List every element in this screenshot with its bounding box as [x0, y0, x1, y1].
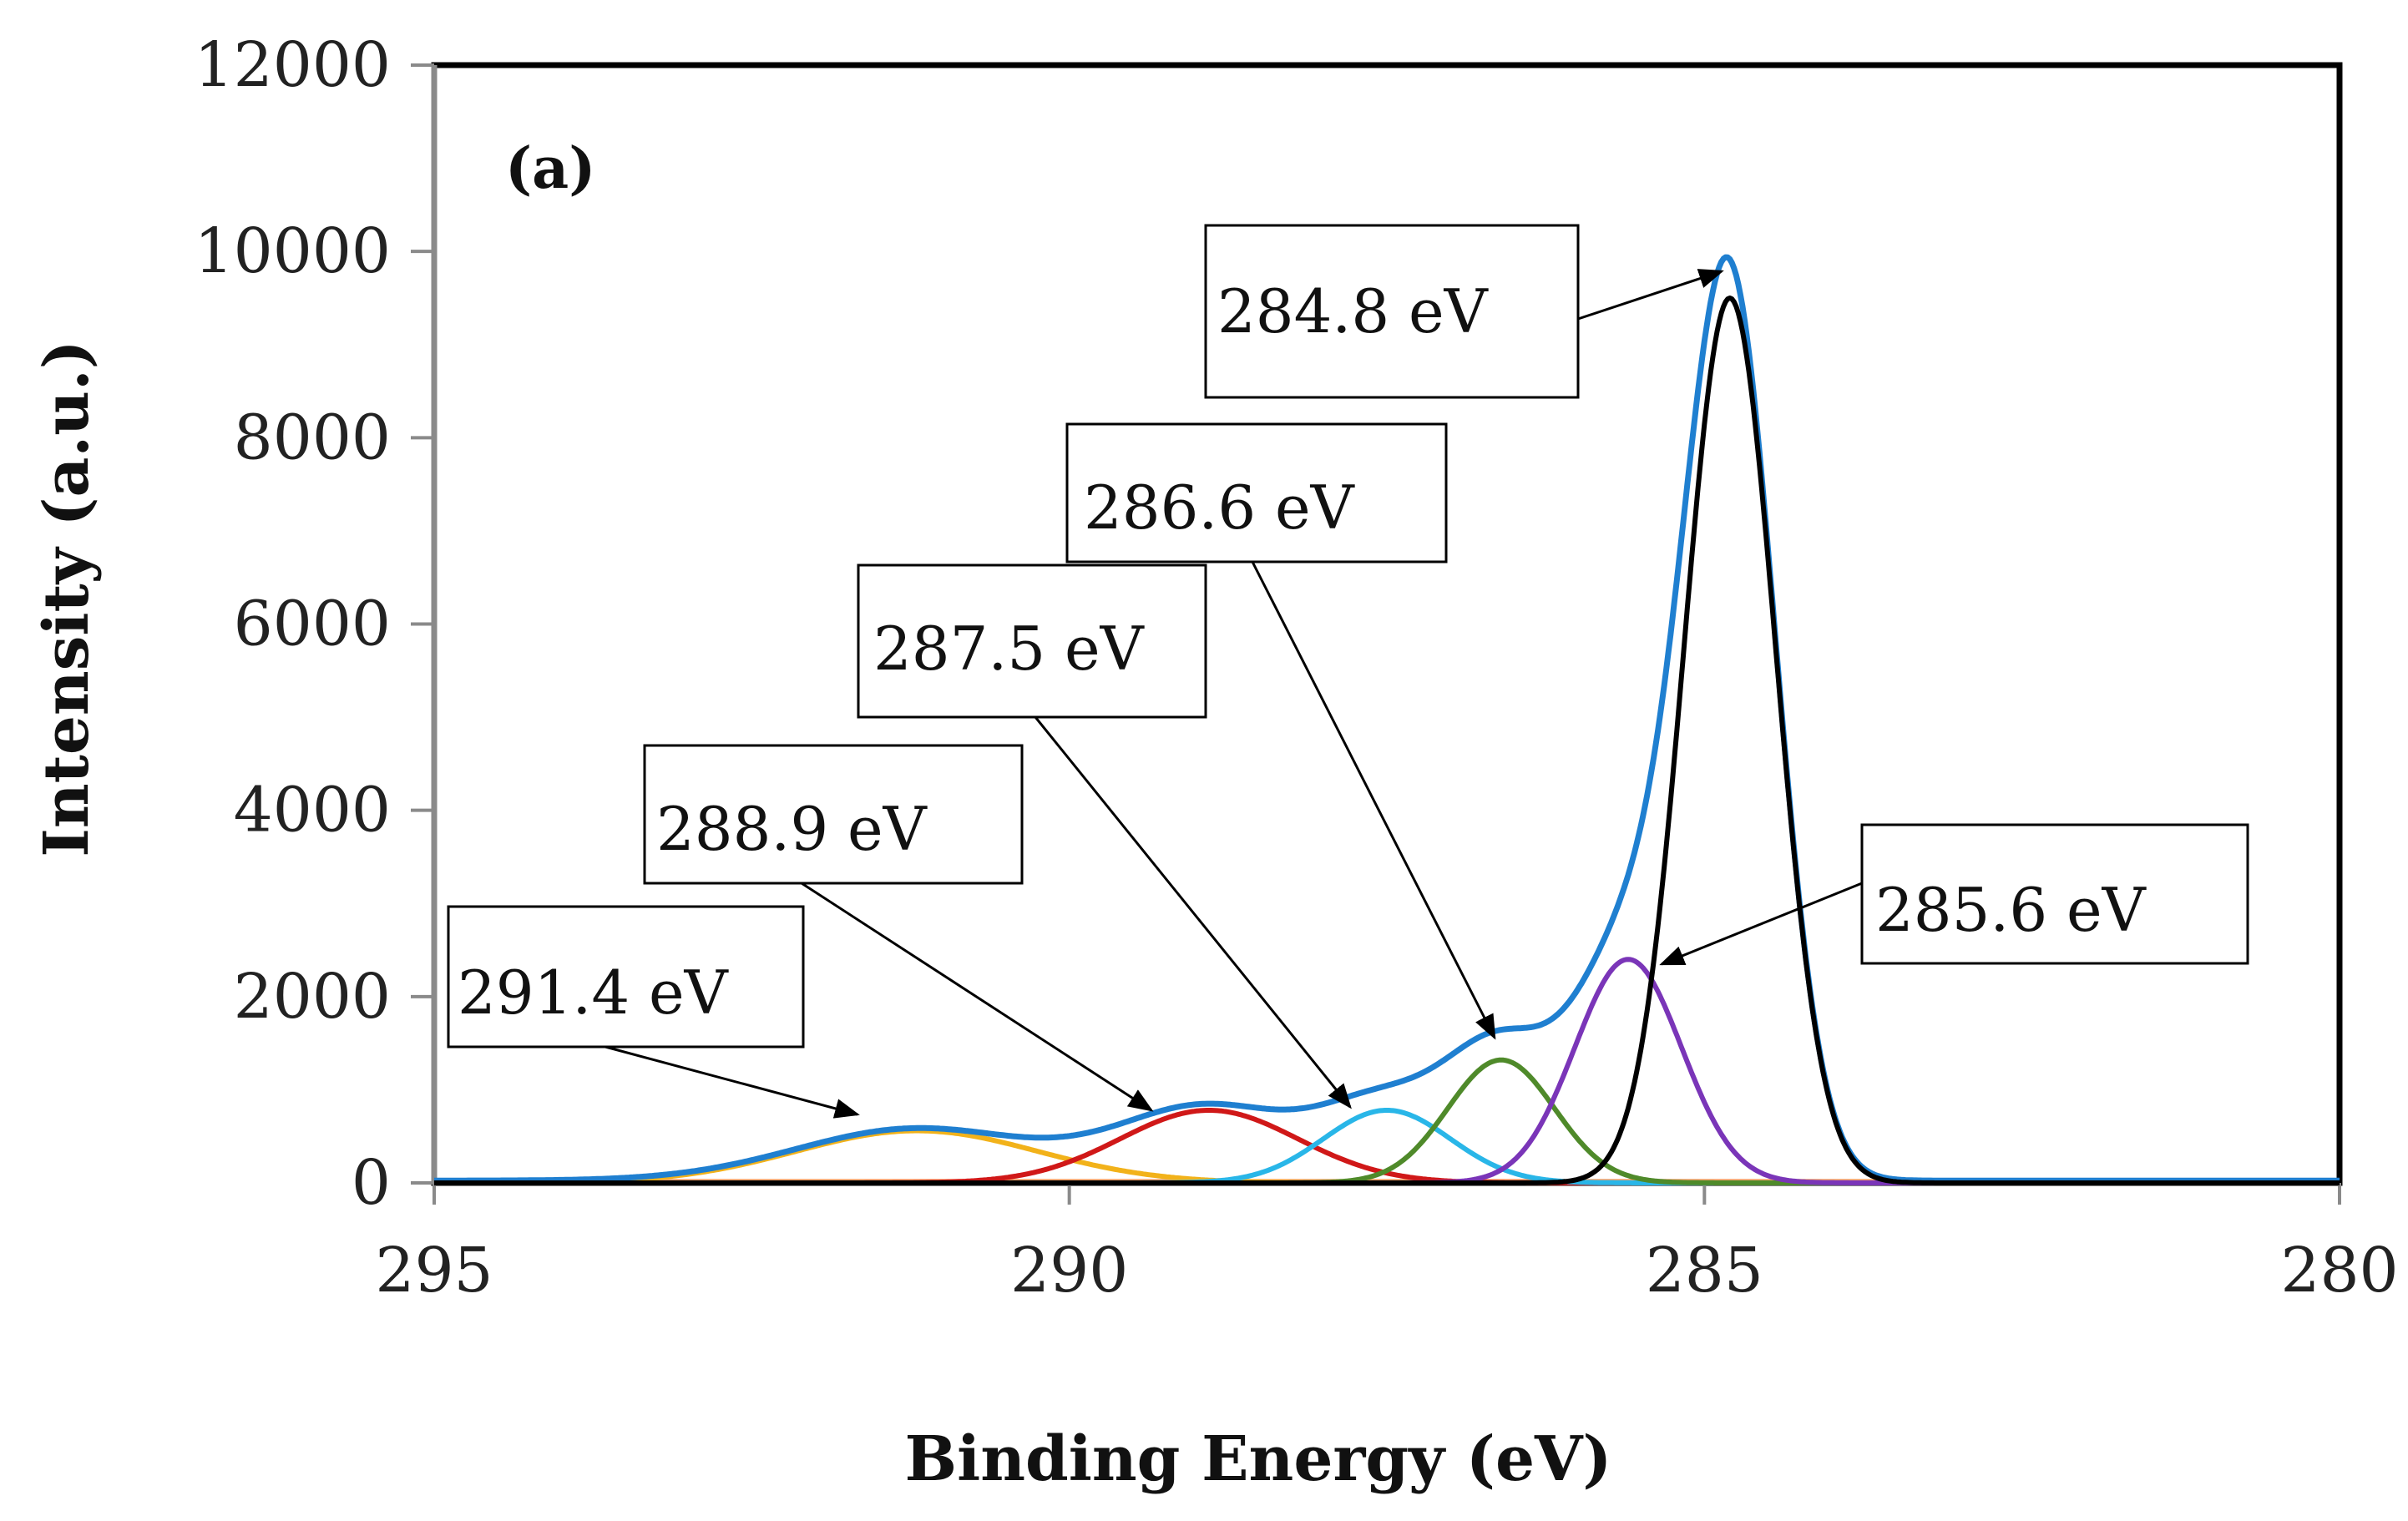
y-tick-label: 2000	[234, 961, 391, 1033]
arrow-286-6	[1251, 561, 1496, 1040]
panel-label: (a)	[505, 135, 595, 202]
callout-label: 287.5 eV	[873, 614, 1146, 684]
arrow-291-4	[605, 1045, 860, 1119]
y-tick-label: 4000	[234, 775, 391, 846]
callout-286-6: 286.6 eV	[1065, 422, 1448, 563]
callout-box	[643, 744, 1024, 885]
y-tick-label: 0	[352, 1147, 391, 1219]
callout-box	[1065, 422, 1448, 563]
callout-box	[1860, 823, 2249, 965]
x-tick-label: 295	[375, 1235, 493, 1306]
x-axis-title: Binding Energy (eV)	[905, 1423, 1612, 1495]
arrow-287-5	[1034, 716, 1352, 1109]
callout-box	[857, 563, 1207, 719]
callout-288-9: 288.9 eV	[643, 744, 1024, 885]
series-line-284-8-ev-peak	[433, 296, 2340, 1185]
callout-285-6: 285.6 eV	[1860, 823, 2249, 965]
x-tick-label: 290	[1010, 1235, 1128, 1306]
callout-label: 291.4 eV	[458, 958, 730, 1028]
x-tick-label: 280	[2280, 1235, 2398, 1306]
callout-291-4: 291.4 eV	[447, 905, 805, 1049]
y-tick-label: 12000	[195, 29, 391, 101]
x-tick-label: 285	[1646, 1235, 1763, 1306]
x-axis-ticks: 295 290 285 280	[375, 1183, 2399, 1306]
callout-label: 288.9 eV	[656, 794, 928, 864]
callout-box	[1204, 224, 1580, 399]
y-axis-title: Intensity (a.u.)	[31, 340, 103, 857]
callout-label: 284.8 eV	[1217, 276, 1490, 346]
callout-box	[447, 905, 805, 1049]
callout-287-5: 287.5 eV	[857, 563, 1207, 719]
callout-arrows	[605, 269, 1863, 1119]
callout-label: 286.6 eV	[1084, 472, 1356, 543]
callout-284-8: 284.8 eV	[1204, 224, 1580, 399]
arrow-284-8	[1577, 269, 1724, 321]
series-layer	[433, 254, 2340, 1185]
y-tick-label: 8000	[234, 402, 391, 473]
y-tick-label: 6000	[234, 589, 391, 660]
y-tick-label: 10000	[195, 215, 391, 287]
arrow-285-6	[1659, 882, 1863, 966]
y-axis-ticks: 0 2000 4000 6000 8000 10000 12000	[195, 29, 434, 1219]
callout-label: 285.6 eV	[1875, 875, 2147, 945]
arrow-288-9	[801, 882, 1154, 1112]
